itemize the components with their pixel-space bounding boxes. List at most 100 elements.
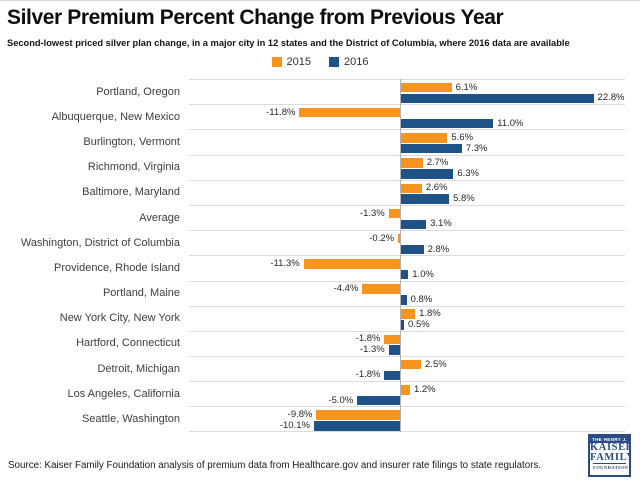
bar-2015: [399, 309, 416, 319]
chart-row: Seattle, Washington -9.8% -10.1%: [8, 406, 625, 432]
category-label: Richmond, Virginia: [87, 161, 180, 174]
category-label: Los Angeles, California: [67, 387, 180, 400]
bar-2016: [399, 269, 409, 280]
bar-2016: [357, 395, 400, 406]
bar-2015: [303, 259, 400, 269]
plot-row: 6.1% 22.8%: [189, 79, 625, 104]
value-label-2016: -5.0%: [328, 394, 354, 406]
logo-line-foundation: FOUNDATION: [593, 463, 629, 471]
bar-2016: [399, 194, 450, 204]
value-label-2015: -1.8%: [355, 333, 381, 345]
plot-row: -11.8% 11.0%: [189, 104, 625, 129]
bar-2016: [313, 421, 400, 431]
value-label-2016: -10.1%: [279, 419, 310, 431]
category-label: Providence, Rhode Island: [54, 261, 180, 274]
value-label-2016: 6.3%: [457, 167, 479, 179]
category-label: Burlington, Vermont: [83, 135, 180, 148]
value-label-2016: 22.8%: [597, 92, 625, 104]
value-label-2016: -1.3%: [359, 344, 385, 356]
logo-line-kaiser: KAISER: [590, 442, 631, 453]
bar-2015: [362, 284, 400, 294]
source-note: Source: Kaiser Family Foundation analysi…: [8, 460, 542, 471]
plot-row: 2.6% 5.8%: [189, 179, 625, 205]
category-label: Albuquerque, New Mexico: [51, 110, 180, 123]
bar-2016: [399, 169, 454, 179]
bar-2016: [399, 219, 427, 230]
bar-2016: [399, 320, 404, 330]
chart-row: Hartford, Connecticut -1.8% -1.3%: [8, 330, 625, 356]
plot-row: -0.2% 2.8%: [189, 230, 625, 255]
bar-2016: [399, 143, 462, 154]
category-label: Baltimore, Maryland: [82, 186, 180, 199]
legend-swatch-2015-icon: [271, 57, 282, 67]
chart-row: Burlington, Vermont 5.6% 7.3%: [8, 129, 625, 154]
plot-row: 2.7% 6.3%: [189, 154, 625, 180]
value-label-2015: 2.6%: [425, 182, 448, 194]
value-label-2015: 6.1%: [455, 81, 478, 93]
chart-row: Los Angeles, California 1.2% -5.0%: [8, 381, 625, 406]
value-label-2016: 7.3%: [465, 142, 488, 154]
legend-label-2015: 2015: [286, 56, 311, 68]
plot-row: 5.6% 7.3%: [189, 129, 625, 154]
value-label-2016: 0.8%: [410, 293, 433, 305]
chart-row: Average -1.3% 3.1%: [8, 204, 625, 230]
plot-row: -4.4% 0.8%: [189, 280, 625, 306]
chart-row: New York City, New York 1.8% 0.5%: [8, 305, 625, 331]
chart-row: Providence, Rhode Island -11.3% 1.0%: [8, 255, 625, 280]
chart-subtitle: Second-lowest priced silver plan change,…: [7, 38, 570, 48]
value-label-2016: 2.8%: [427, 243, 450, 255]
chart-row: Portland, Maine -4.4% 0.8%: [8, 280, 625, 306]
bar-2015: [399, 183, 422, 194]
legend-swatch-2016-icon: [329, 57, 339, 67]
zero-axis-line: [399, 79, 401, 432]
bar-2015: [299, 107, 400, 118]
plot-row: -9.8% -10.1%: [189, 406, 625, 432]
logo-line-the-henry-j: THE HENRY J.: [590, 436, 629, 443]
plot-row: 2.5% -1.8%: [189, 356, 625, 381]
bar-2015: [384, 334, 400, 345]
value-label-2015: -4.4%: [333, 283, 359, 295]
bar-2015: [399, 133, 448, 143]
value-label-2016: 0.5%: [408, 319, 430, 331]
chart-row: Detroit, Michigan 2.5% -1.8%: [8, 356, 625, 381]
plot-row: 1.8% 0.5%: [189, 305, 625, 331]
value-label-2015: -11.3%: [270, 257, 300, 269]
legend-item-2016: 2016: [329, 56, 368, 68]
value-label-2015: -11.8%: [266, 106, 296, 118]
plot-row: -11.3% 1.0%: [189, 255, 625, 280]
category-label: Hartford, Connecticut: [76, 337, 180, 350]
chart-title: Silver Premium Percent Change from Previ…: [7, 6, 504, 29]
chart-row: Portland, Oregon 6.1% 22.8%: [8, 79, 625, 104]
bar-2015: [388, 208, 400, 219]
category-label: Portland, Oregon: [96, 85, 180, 98]
bar-2015: [316, 410, 400, 420]
value-label-2015: 2.5%: [425, 358, 447, 370]
category-label: Portland, Maine: [102, 287, 180, 300]
value-label-2016: -1.8%: [355, 369, 381, 381]
value-label-2015: -9.8%: [287, 409, 313, 421]
bar-2016: [399, 93, 594, 104]
value-label-2015: -0.2%: [369, 232, 395, 244]
category-label: Seattle, Washington: [81, 413, 180, 426]
bar-2016: [399, 244, 424, 255]
kff-logo: THE HENRY J. KAISER FAMILY FOUNDATION: [588, 434, 631, 477]
value-label-2015: 1.8%: [419, 308, 441, 320]
value-label-2015: -1.3%: [359, 207, 385, 219]
bar-2016: [384, 370, 400, 381]
logo-line-family: FAMILY: [590, 451, 631, 463]
bar-2016: [399, 118, 494, 129]
plot-row: -1.3% 3.1%: [189, 204, 625, 230]
category-label: New York City, New York: [59, 312, 180, 325]
bar-2015: [398, 233, 400, 244]
value-label-2016: 11.0%: [497, 117, 524, 129]
legend-item-2015: 2015: [271, 56, 311, 68]
value-label-2016: 1.0%: [412, 268, 434, 280]
chart-row: Washington, District of Columbia -0.2% 2.8…: [8, 230, 625, 255]
value-label-2015: 2.7%: [426, 157, 449, 169]
chart-row: Baltimore, Maryland 2.6% 5.8%: [8, 179, 625, 205]
legend-label-2016: 2016: [344, 56, 369, 68]
category-label: Washington, District of Columbia: [20, 236, 180, 249]
value-label-2016: 5.8%: [453, 193, 475, 205]
plot-row: -1.8% -1.3%: [189, 330, 625, 356]
